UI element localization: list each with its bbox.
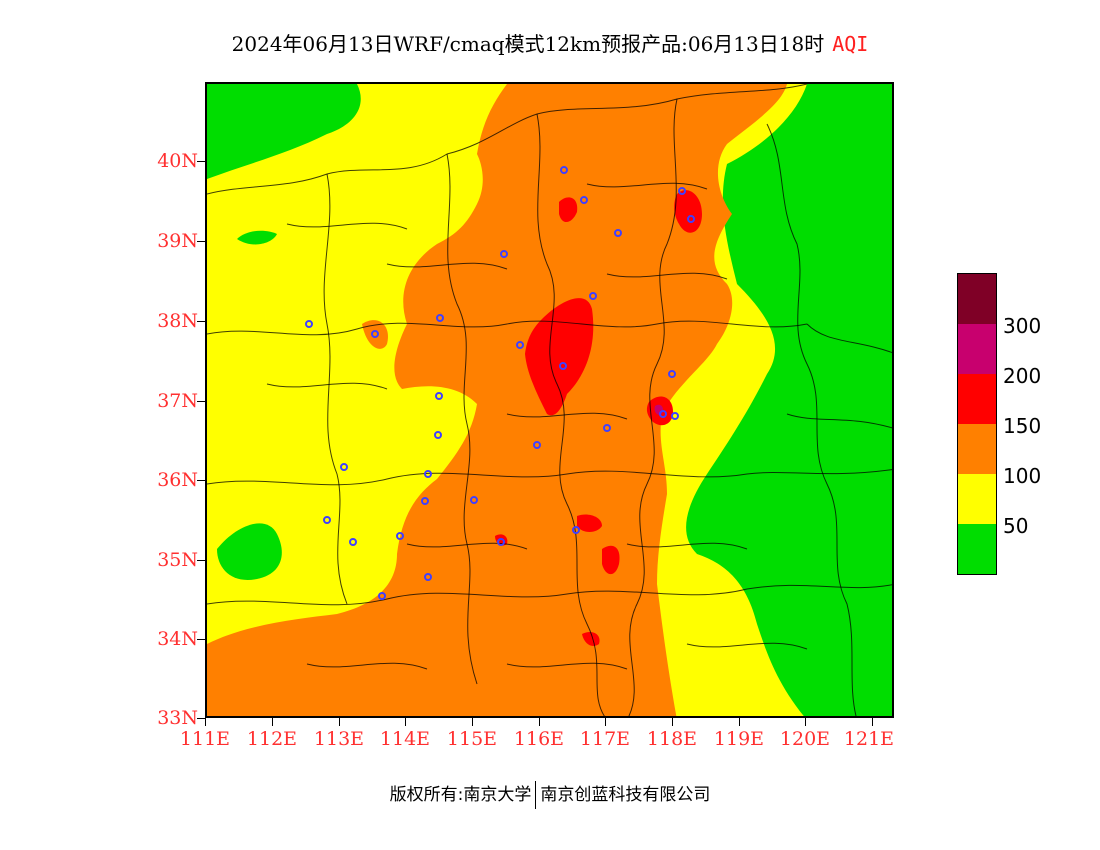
lon-tick xyxy=(739,718,740,726)
lon-tick xyxy=(805,718,806,726)
lon-tick xyxy=(272,718,273,726)
lat-tick xyxy=(197,560,205,561)
aqi-legend xyxy=(957,273,997,575)
title-variable: AQI xyxy=(832,32,869,56)
lat-tick xyxy=(197,161,205,162)
copyright-org1: 南京大学 xyxy=(463,785,532,805)
lon-tick xyxy=(339,718,340,726)
legend-swatch-100 xyxy=(958,424,996,474)
lon-label-113e: 113E xyxy=(313,728,365,750)
lat-tick xyxy=(197,718,205,719)
lat-tick xyxy=(197,401,205,402)
lon-tick xyxy=(539,718,540,726)
lat-tick xyxy=(197,639,205,640)
lat-label-38n: 38N xyxy=(157,310,198,332)
lat-label-36n: 36N xyxy=(157,469,198,491)
lat-tick xyxy=(197,241,205,242)
unhealthy-zone-south4 xyxy=(582,632,600,646)
unhealthy-sensitive-zone xyxy=(207,84,787,716)
lat-tick xyxy=(197,480,205,481)
lon-label-112e: 112E xyxy=(246,728,298,750)
unhealthy-zone-north xyxy=(559,197,578,223)
lat-label-39n: 39N xyxy=(157,230,198,252)
good-zone-east xyxy=(698,84,892,716)
lon-label-118e: 118E xyxy=(646,728,698,750)
lon-label-116e: 116E xyxy=(513,728,565,750)
lon-label-121e: 121E xyxy=(843,728,895,750)
legend-swatch-50 xyxy=(958,474,996,524)
lat-label-35n: 35N xyxy=(157,549,198,571)
legend-swatch-0 xyxy=(958,524,996,574)
station-markers xyxy=(305,166,695,600)
aqi-map xyxy=(205,82,894,718)
legend-label-50: 50 xyxy=(1003,514,1029,538)
unhealthy-zone-south1 xyxy=(577,514,602,532)
footer-divider xyxy=(535,781,537,809)
lon-label-114e: 114E xyxy=(379,728,431,750)
lat-label-33n: 33N xyxy=(157,707,198,729)
boundaries xyxy=(207,84,892,716)
copyright-org2: 南京创蓝科技有限公司 xyxy=(540,785,711,805)
unhealthy-zone-central xyxy=(525,298,594,416)
lon-tick xyxy=(405,718,406,726)
lon-tick xyxy=(205,718,206,726)
aqi-map-svg xyxy=(207,84,892,716)
legend-swatch-300 xyxy=(958,274,996,324)
copyright-prefix: 版权所有: xyxy=(389,785,464,805)
title-main: 2024年06月13日WRF/cmaq模式12km预报产品:06月13日18时 xyxy=(231,32,825,56)
lon-tick xyxy=(472,718,473,726)
legend-label-300: 300 xyxy=(1003,314,1042,338)
copyright-footer: 版权所有:南京大学 南京创蓝科技有限公司 xyxy=(0,780,1100,809)
lon-label-111e: 111E xyxy=(179,728,231,750)
orange-patch-west xyxy=(362,320,388,349)
legend-label-200: 200 xyxy=(1003,364,1042,388)
lon-label-119e: 119E xyxy=(713,728,765,750)
legend-label-100: 100 xyxy=(1003,464,1042,488)
lat-label-34n: 34N xyxy=(157,628,198,650)
unhealthy-zone-south2 xyxy=(602,545,620,575)
lon-tick xyxy=(672,718,673,726)
map-title: 2024年06月13日WRF/cmaq模式12km预报产品:06月13日18时 A… xyxy=(0,28,1100,57)
lat-label-40n: 40N xyxy=(157,150,198,172)
lon-label-117e: 117E xyxy=(579,728,631,750)
lon-tick xyxy=(605,718,606,726)
legend-swatch-200 xyxy=(958,324,996,374)
legend-swatch-150 xyxy=(958,374,996,424)
legend-label-150: 150 xyxy=(1003,414,1042,438)
good-patch-nw xyxy=(237,230,277,245)
lat-label-37n: 37N xyxy=(157,390,198,412)
lat-tick xyxy=(197,321,205,322)
lon-label-120e: 120E xyxy=(779,728,831,750)
lon-tick xyxy=(872,718,873,726)
lon-label-115e: 115E xyxy=(446,728,498,750)
good-patch-west xyxy=(217,523,282,580)
unhealthy-zone-ne xyxy=(674,190,702,233)
